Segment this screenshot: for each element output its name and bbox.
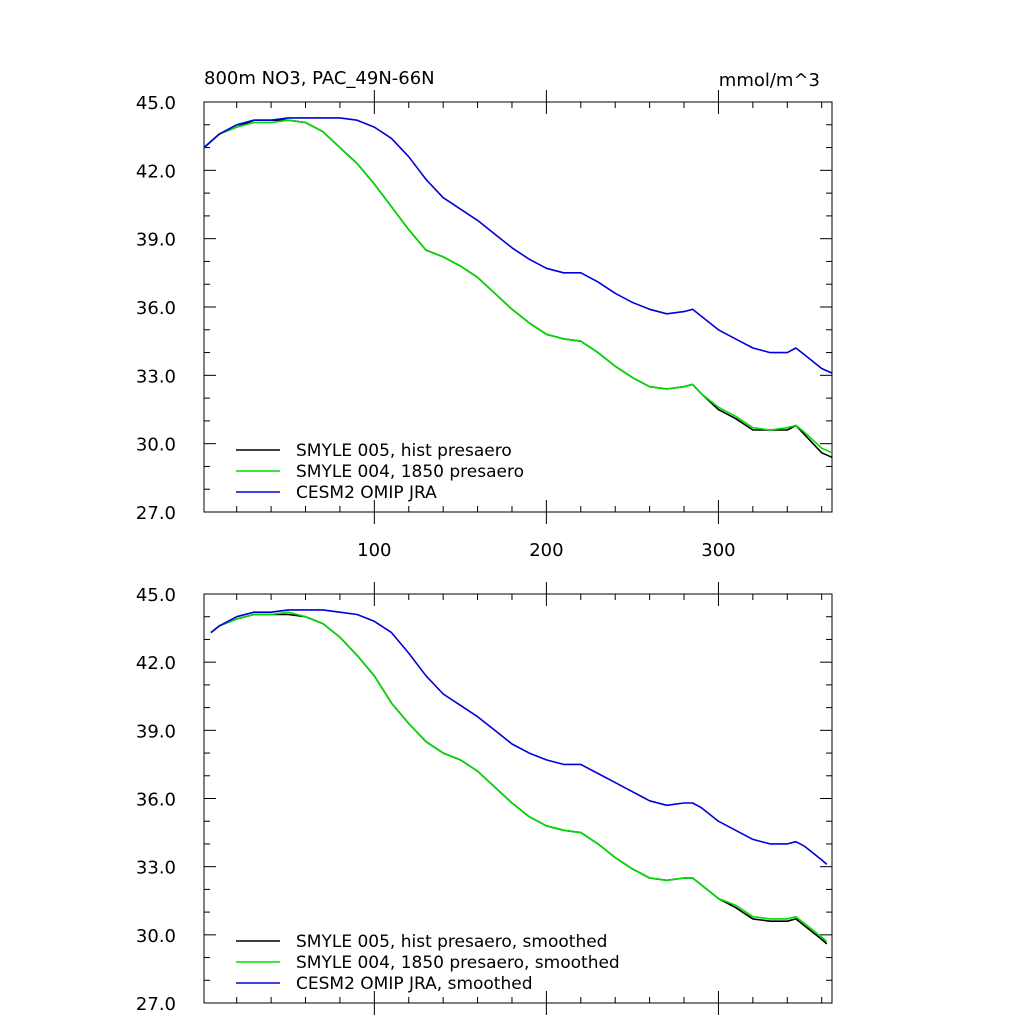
y-tick-label: 27.0 bbox=[136, 503, 176, 524]
y-tick-label: 39.0 bbox=[136, 721, 176, 742]
y-tick-label: 36.0 bbox=[136, 298, 176, 319]
y-tick-label: 42.0 bbox=[136, 161, 176, 182]
legend-label: SMYLE 005, hist presaero, smoothed bbox=[296, 932, 607, 952]
y-tick-label: 45.0 bbox=[136, 93, 176, 114]
y-tick-label: 33.0 bbox=[136, 366, 176, 387]
legend-label: SMYLE 004, 1850 presaero bbox=[296, 462, 524, 482]
legend-label: CESM2 OMIP JRA, smoothed bbox=[296, 974, 533, 994]
series-line-3 bbox=[210, 609, 828, 865]
legend-label: CESM2 OMIP JRA bbox=[296, 483, 437, 503]
legend-label: SMYLE 004, 1850 presaero, smoothed bbox=[296, 953, 620, 973]
chart-panel-bottom: 45.0 42.0 39.0 36.0 33.0 30.0 27.0 SMYLE 005, h… bbox=[136, 582, 833, 1015]
series-line-1 bbox=[210, 613, 828, 945]
y-tick-label: 30.0 bbox=[136, 435, 176, 456]
series-line-3 bbox=[203, 117, 833, 374]
x-tick-label: 100 bbox=[357, 540, 391, 561]
series-line-1 bbox=[203, 119, 833, 459]
y-tick-label: 30.0 bbox=[136, 926, 176, 947]
y-tick-label: 42.0 bbox=[136, 653, 176, 674]
chart-title: 800m NO3, PAC_49N-66N bbox=[204, 68, 435, 89]
chart-panel-top: 45.0 42.0 39.0 36.0 33.0 30.0 27.0 100 200 300 SMY… bbox=[136, 90, 833, 561]
y-tick-label: 33.0 bbox=[136, 858, 176, 879]
y-tick-label: 39.0 bbox=[136, 230, 176, 251]
y-tick-label: 27.0 bbox=[136, 994, 176, 1015]
y-tick-label: 36.0 bbox=[136, 790, 176, 811]
legend-label: SMYLE 005, hist presaero bbox=[296, 441, 512, 461]
x-tick-label: 300 bbox=[701, 540, 735, 561]
x-tick-label: 200 bbox=[529, 540, 563, 561]
series-line-2 bbox=[203, 119, 833, 454]
series-line-2 bbox=[210, 611, 828, 943]
y-tick-label: 45.0 bbox=[136, 585, 176, 606]
chart-units: mmol/m^3 bbox=[719, 70, 820, 91]
